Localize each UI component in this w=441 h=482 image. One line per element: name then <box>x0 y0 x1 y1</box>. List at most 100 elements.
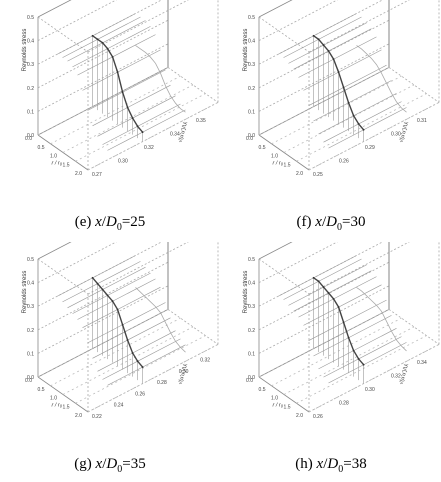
data-rib <box>288 22 367 64</box>
grid-line <box>258 285 390 354</box>
x-axis-label: r / r₀ <box>273 402 284 408</box>
data-rib <box>278 255 357 297</box>
caption-d: D <box>106 456 118 472</box>
data-rib <box>283 16 362 58</box>
grid-line <box>258 261 390 331</box>
caption-x: x <box>95 214 102 230</box>
data-point <box>347 336 350 339</box>
data-point <box>131 117 134 119</box>
x-tick-label: 1.5 <box>284 404 291 410</box>
caption-value: =35 <box>122 456 146 472</box>
data-point <box>116 308 119 311</box>
data-rib <box>318 328 397 370</box>
data-point <box>357 358 360 360</box>
panel-h: 0.0 0.1 0.2 0.3 0.4 0.5 0.0 0.5 1.0 1.5 2.0 0.26 0.2… <box>221 242 441 482</box>
x-tick-label: 0.5 <box>38 387 45 393</box>
caption-label: (e) <box>74 214 92 230</box>
caption-d: D <box>105 214 117 230</box>
y-tick-label: 0.34 <box>417 360 427 366</box>
z-tick-label: 0.3 <box>248 62 255 68</box>
z-tick-label: 0.4 <box>27 39 34 45</box>
box-edge <box>308 242 410 295</box>
caption-value: =38 <box>343 456 367 472</box>
data-point <box>91 34 94 37</box>
box-edge <box>37 67 169 136</box>
z-tick-label: 0.3 <box>248 304 255 310</box>
y-tick-label: 0.35 <box>196 118 206 124</box>
data-point <box>111 300 114 303</box>
data-rib <box>67 266 146 309</box>
data-point <box>136 125 139 128</box>
data-series <box>278 13 407 149</box>
data-point <box>362 128 365 131</box>
caption-x: x <box>95 456 103 472</box>
z-tick-label: 0.5 <box>27 257 34 263</box>
box-edge <box>258 0 293 18</box>
data-rib <box>102 103 181 145</box>
z-tick-label: 0.5 <box>248 257 255 263</box>
y-tick-label: 0.28 <box>157 380 167 386</box>
grid-line <box>37 19 169 89</box>
data-point <box>337 71 340 74</box>
z-tick-label: 0.4 <box>27 281 34 287</box>
z-axis-label: Reynolds stress <box>22 29 28 72</box>
grid-line <box>258 0 384 65</box>
data-point <box>136 360 139 363</box>
caption-x: x <box>316 456 324 472</box>
axis-box <box>37 0 219 171</box>
z-tick-label: 0.1 <box>27 351 34 357</box>
caption-sub: 0 <box>338 464 344 475</box>
data-rib <box>308 299 387 341</box>
grid-line <box>271 317 402 387</box>
data-rib <box>92 84 171 127</box>
grid-line <box>283 84 415 153</box>
z-tick-label: 0.2 <box>27 86 34 92</box>
x-axis-label: r / r₀ <box>52 160 63 166</box>
z-tick-label: 0.1 <box>248 351 255 357</box>
z-tick-label: 0.0 <box>27 133 34 139</box>
chart-g: 0.00.10.20.30.40.50.00.51.01.52.0 0.220.2… <box>22 242 219 420</box>
box-edge <box>167 309 219 345</box>
x-tick-label: 1.5 <box>63 162 70 168</box>
panel-f: 0.0 0.1 0.2 0.3 0.4 0.5 0.0 0.5 1.0 1.5 2.0 0.25 0.2… <box>221 0 441 240</box>
data-point <box>101 288 104 291</box>
data-point <box>96 38 99 41</box>
y-tick-label: 0.24 <box>114 403 124 409</box>
data-rib <box>323 101 402 143</box>
y-tick-label: 0.26 <box>313 414 323 420</box>
data-rib <box>82 286 161 328</box>
x-tick-label: 1.0 <box>50 396 57 402</box>
data-rib <box>97 95 176 137</box>
box-edge <box>308 0 410 53</box>
caption-x: x <box>315 214 322 230</box>
y-tick-label: 0.27 <box>92 172 102 178</box>
chart-h: 0.00.10.20.30.40.50.00.51.01.52.0 0.260.2… <box>243 242 440 420</box>
chart-e: 0.00.10.20.30.40.50.00.51.01.52.0 0.270.3… <box>22 0 219 178</box>
grid-line <box>37 0 163 65</box>
data-rib <box>77 278 156 320</box>
data-rib <box>323 336 402 378</box>
data-series <box>57 255 186 386</box>
data-point <box>352 114 355 117</box>
z-axis-label: Reynolds stress <box>243 271 249 314</box>
grid-line <box>37 43 169 112</box>
x-tick-label: 1.0 <box>271 154 278 160</box>
grid-line <box>258 242 338 283</box>
caption-d: D <box>326 214 337 230</box>
box-edge <box>308 102 440 171</box>
z-tick-label: 0.2 <box>27 328 34 334</box>
data-rib <box>303 284 382 326</box>
caption-f: (f) x/D0=30 <box>296 214 366 233</box>
data-rib <box>107 109 186 151</box>
data-point <box>352 349 355 352</box>
grid-line <box>37 242 117 283</box>
data-rib <box>318 93 397 135</box>
data-series <box>278 255 407 384</box>
y-tick-label: 0.30 <box>365 387 375 393</box>
z-axis-label: Reynolds stress <box>243 29 249 72</box>
data-rib <box>62 261 141 303</box>
z-tick-label: 0.1 <box>27 109 34 115</box>
data-point <box>322 286 325 289</box>
data-rib <box>72 272 151 314</box>
data-point <box>141 131 144 134</box>
